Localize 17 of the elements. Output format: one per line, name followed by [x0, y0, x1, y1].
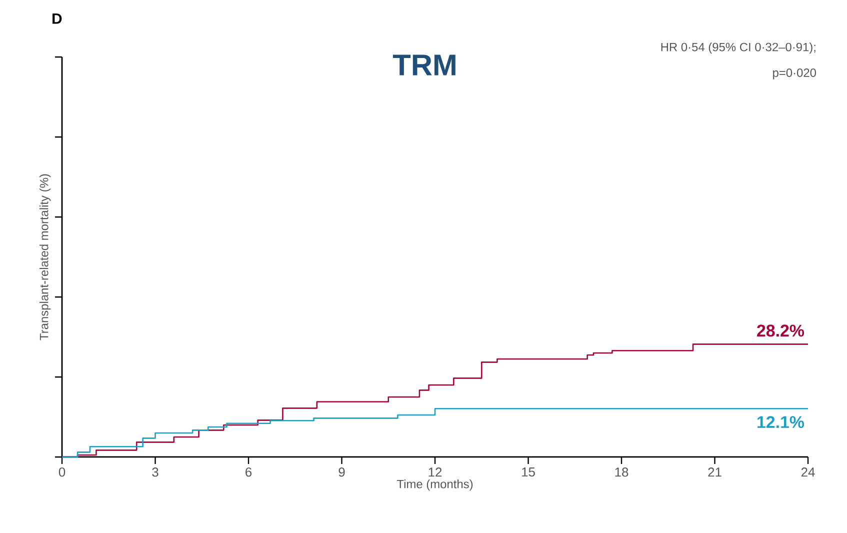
x-axis-title: Time (months): [396, 480, 473, 491]
x-tick-label: 6: [246, 468, 252, 477]
x-tick-label: 15: [522, 468, 535, 477]
x-tick-label: 24: [801, 468, 815, 477]
x-tick-label: 3: [152, 468, 158, 477]
x-tick-label: 12: [428, 468, 442, 477]
text: D: [52, 14, 62, 24]
x-tick-label: 0: [58, 468, 66, 477]
x-tick-label: 9: [338, 468, 345, 477]
data-label: 12.1%: [758, 416, 804, 428]
data-label: 28.2%: [757, 324, 804, 337]
x-tick-label: 21: [708, 468, 722, 477]
text: HR 0·54 (95% CI 0·32–0·91);: [661, 42, 816, 54]
annotation: p=0·020: [773, 68, 816, 80]
chart-title: TRM: [392, 54, 456, 76]
x-tick-label: 18: [615, 468, 628, 477]
y-axis-title: Transplant-related mortality (%): [40, 174, 51, 340]
